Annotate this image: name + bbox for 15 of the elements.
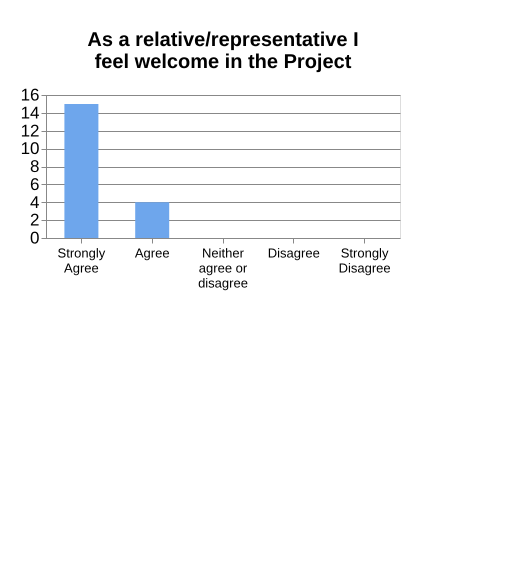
y-tick-label: 12 xyxy=(20,121,40,140)
x-tick-label: Strongly Disagree xyxy=(338,246,391,276)
x-tick-label: Neither agree or disagree xyxy=(198,246,248,290)
y-tick-label: 14 xyxy=(20,103,40,122)
y-tick-label: 8 xyxy=(30,157,40,176)
y-tick-label: 0 xyxy=(30,228,40,248)
x-tick-label: Disagree xyxy=(268,246,320,260)
y-tick-label: 16 xyxy=(20,86,40,104)
y-tick-label: 10 xyxy=(20,139,40,158)
y-tick-label: 2 xyxy=(30,210,40,230)
chart-title: As a relative/representative I feel welcome in the Project xyxy=(87,29,359,73)
y-tick-label: 4 xyxy=(30,192,40,212)
x-tick-label: Strongly Agree xyxy=(58,246,106,276)
y-tick-label: 6 xyxy=(30,174,40,194)
x-tick-label: Agree xyxy=(134,246,170,260)
